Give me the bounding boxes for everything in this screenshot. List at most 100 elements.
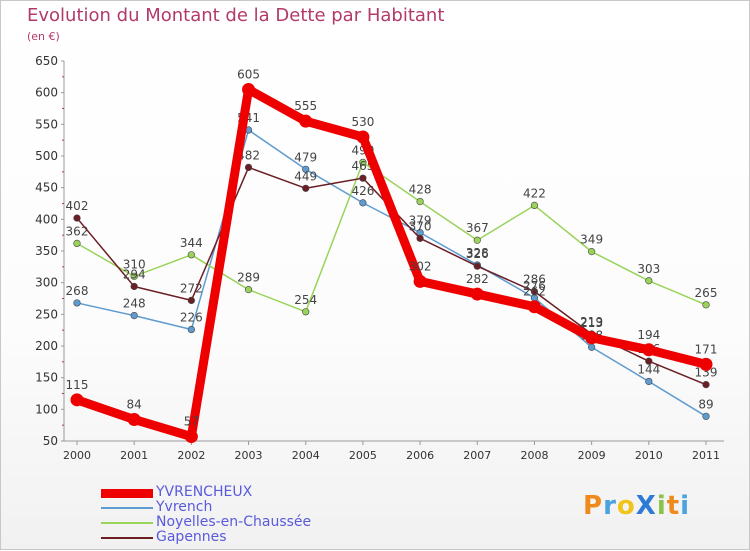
logo-letter: P — [583, 491, 604, 521]
y-tick-label: 100 — [35, 402, 58, 416]
logo-letter: i — [680, 491, 691, 521]
data-point — [702, 381, 710, 389]
data-label: 479 — [294, 150, 317, 164]
legend-label: Noyelles-en-Chaussée — [156, 514, 312, 530]
data-point — [187, 325, 195, 334]
data-label: 57 — [184, 415, 199, 429]
legend-label: Yvrench — [156, 499, 213, 515]
chart-unit-label: (en €) — [27, 30, 60, 43]
data-point — [413, 274, 427, 288]
y-tick-label: 550 — [35, 117, 58, 131]
y-tick-label: 400 — [35, 212, 58, 226]
data-point — [242, 83, 256, 96]
data-point — [645, 377, 653, 386]
data-point — [702, 301, 710, 309]
data-label: 367 — [466, 221, 489, 235]
series-line-noyelles-en-chauss-e — [76, 161, 707, 313]
y-tick-label: 300 — [35, 276, 58, 290]
series-line-yvrencheux — [72, 85, 711, 442]
data-point — [127, 412, 141, 426]
data-label: 326 — [466, 247, 489, 261]
data-label: 265 — [695, 286, 718, 300]
legend-label: YVRENCHEUX — [156, 484, 253, 500]
logo-letter: i — [656, 491, 667, 521]
data-label: 219 — [580, 315, 603, 329]
x-tick-label: 2006 — [406, 449, 434, 462]
data-label: 272 — [180, 281, 203, 295]
proxiti-logo: ProXiti — [583, 491, 690, 521]
data-point — [187, 296, 195, 305]
x-tick-label: 2007 — [463, 449, 491, 462]
data-label: 226 — [180, 311, 203, 325]
legend-swatch — [101, 522, 153, 524]
data-label: 422 — [523, 186, 546, 200]
data-label: 248 — [123, 297, 146, 311]
data-point — [588, 248, 596, 256]
data-point — [416, 234, 424, 242]
legend-swatch — [101, 537, 153, 539]
data-label: 286 — [523, 273, 546, 287]
data-label: 349 — [580, 233, 603, 247]
y-tick-label: 250 — [35, 307, 58, 321]
data-label: 254 — [294, 293, 317, 307]
data-point — [530, 287, 539, 296]
data-label: 289 — [237, 271, 260, 285]
data-point — [299, 114, 313, 128]
data-point — [527, 300, 541, 314]
data-label: 282 — [466, 272, 489, 286]
data-label: 402 — [66, 199, 89, 213]
data-point — [187, 251, 195, 259]
data-label: 605 — [237, 68, 260, 82]
data-label: 428 — [409, 183, 432, 197]
data-point — [645, 357, 653, 365]
chart-title: Evolution du Montant de la Dette par Hab… — [27, 5, 445, 26]
y-tick-label: 500 — [35, 149, 58, 163]
y-tick-label: 150 — [35, 371, 58, 385]
x-tick-label: 2010 — [635, 449, 663, 462]
x-tick-label: 2003 — [235, 449, 263, 462]
data-label: 426 — [351, 184, 374, 198]
logo-letter: t — [666, 491, 681, 521]
x-tick-label: 2000 — [63, 449, 91, 462]
data-label: 303 — [637, 262, 660, 276]
logo-letter: r — [603, 491, 617, 521]
data-label: 144 — [637, 362, 660, 376]
data-point — [473, 236, 481, 244]
x-tick-label: 2001 — [120, 449, 148, 462]
data-label: 171 — [695, 342, 718, 356]
data-label: 84 — [127, 397, 142, 411]
data-point — [130, 272, 138, 280]
data-label: 213 — [580, 316, 603, 330]
y-tick-label: 650 — [35, 54, 58, 68]
x-tick-label: 2002 — [177, 449, 205, 462]
data-point — [642, 343, 656, 357]
y-tick-label: 450 — [35, 181, 58, 195]
data-point — [359, 174, 367, 182]
data-point — [130, 312, 138, 320]
data-label: 328 — [466, 246, 489, 260]
x-tick-label: 2004 — [292, 449, 320, 462]
data-point — [359, 199, 367, 207]
series-line-yvrench — [76, 129, 707, 418]
data-label: 379 — [409, 214, 432, 228]
x-tick-label: 2005 — [349, 449, 377, 462]
data-point — [359, 158, 367, 166]
data-point — [70, 393, 84, 407]
data-point — [470, 287, 484, 301]
data-point — [416, 198, 424, 206]
data-point — [73, 214, 81, 222]
data-point — [73, 239, 81, 247]
x-tick-label: 2008 — [520, 449, 548, 462]
data-point — [302, 184, 310, 192]
data-label: 344 — [180, 236, 203, 250]
data-label: 362 — [66, 224, 89, 238]
data-label: 370 — [409, 219, 432, 233]
data-label: 115 — [66, 378, 89, 392]
data-point — [244, 286, 253, 294]
data-label: 555 — [294, 99, 317, 113]
y-tick-label: 350 — [35, 244, 58, 258]
logo-letter: o — [616, 491, 636, 521]
y-tick-label: 600 — [35, 86, 58, 100]
data-point — [699, 357, 713, 371]
